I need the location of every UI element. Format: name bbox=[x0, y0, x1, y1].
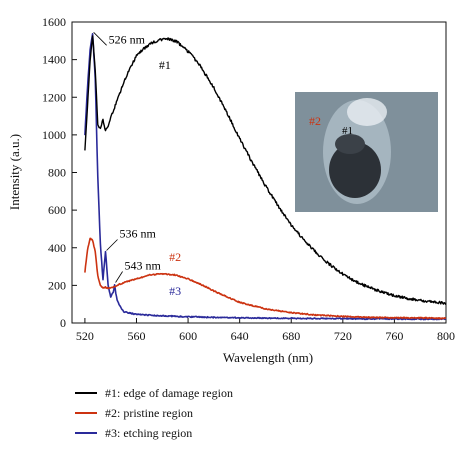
y-tick-label-0: 0 bbox=[60, 316, 66, 330]
legend-text-2: #2: pristine region bbox=[105, 405, 193, 420]
chart-annotations: 526 nm 536 nm 543 nm #1 #2 #3 bbox=[93, 32, 181, 298]
x-tick-label-7: 800 bbox=[437, 329, 455, 343]
inset-label-1: #1 bbox=[342, 125, 353, 137]
y-tick-label-4: 800 bbox=[48, 166, 66, 180]
annotation-leader-1 bbox=[106, 239, 118, 251]
inset-highlight bbox=[347, 98, 387, 126]
legend-swatch-1 bbox=[75, 392, 97, 394]
y-tick-label-8: 1600 bbox=[42, 15, 66, 29]
x-tick-label-3: 640 bbox=[231, 329, 249, 343]
series-label-2: #2 bbox=[169, 250, 181, 264]
legend-entry-2: #2: pristine region bbox=[75, 403, 233, 423]
chart-figure: 520 560 600 640 680 720 760 800 0 200 400 600 800 100… bbox=[7, 15, 455, 365]
annotation-label-1: 536 nm bbox=[120, 227, 157, 241]
inset-damage-edge bbox=[335, 134, 365, 154]
legend-entry-3: #3: etching region bbox=[75, 423, 233, 443]
y-tick-label-6: 1200 bbox=[42, 90, 66, 104]
annotation-leader-2 bbox=[115, 271, 123, 283]
annotation-leader-0 bbox=[93, 32, 107, 46]
legend-text-3: #3: etching region bbox=[105, 425, 193, 440]
series-line-2 bbox=[84, 237, 447, 320]
series-line-3 bbox=[84, 32, 447, 321]
legend-swatch-3 bbox=[75, 432, 97, 434]
series-line-1 bbox=[84, 35, 447, 305]
y-tick-label-1: 200 bbox=[48, 278, 66, 292]
x-axis-label: Wavelength (nm) bbox=[223, 350, 313, 365]
inset-damage-area bbox=[329, 142, 381, 198]
y-tick-label-7: 1400 bbox=[42, 53, 66, 67]
y-tick-label-2: 400 bbox=[48, 241, 66, 255]
x-tick-label-2: 600 bbox=[179, 329, 197, 343]
y-tick-label-3: 600 bbox=[48, 203, 66, 217]
y-axis-label: Intensity (a.u.) bbox=[7, 134, 22, 210]
series-label-1: #1 bbox=[159, 58, 171, 72]
chart-series bbox=[84, 32, 447, 321]
x-tick-label-4: 680 bbox=[282, 329, 300, 343]
chart-legend: #1: edge of damage region #2: pristine r… bbox=[75, 383, 233, 443]
x-tick-label-1: 560 bbox=[127, 329, 145, 343]
chart-ticks: 520 560 600 640 680 720 760 800 0 200 400 600 800 100… bbox=[42, 15, 455, 343]
y-tick-label-5: 1000 bbox=[42, 128, 66, 142]
inset-photo: #2 #1 bbox=[295, 92, 438, 212]
legend-swatch-2 bbox=[75, 412, 97, 414]
inset-label-2: #2 bbox=[309, 114, 321, 128]
x-tick-label-5: 720 bbox=[334, 329, 352, 343]
legend-text-1: #1: edge of damage region bbox=[105, 385, 233, 400]
series-label-3: #3 bbox=[169, 284, 181, 298]
x-tick-label-0: 520 bbox=[76, 329, 94, 343]
annotation-label-0: 526 nm bbox=[109, 32, 146, 46]
annotation-label-2: 543 nm bbox=[125, 258, 162, 272]
x-tick-label-6: 760 bbox=[385, 329, 403, 343]
legend-entry-1: #1: edge of damage region bbox=[75, 383, 233, 403]
